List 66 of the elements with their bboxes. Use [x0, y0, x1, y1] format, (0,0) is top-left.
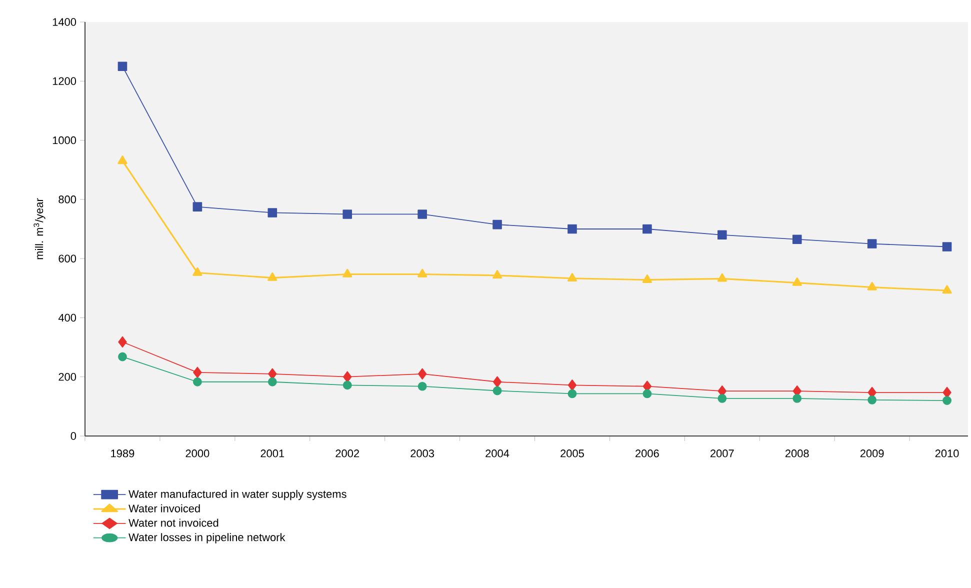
x-tick-label: 2001 [260, 450, 284, 458]
point [867, 282, 877, 290]
x-tick-label: 2010 [935, 450, 959, 458]
y-tick-label: 400 [58, 314, 76, 322]
x-tick-label: 2006 [636, 450, 659, 458]
legend-label: Water losses in pipeline network [128, 533, 286, 544]
x-tick-label: 2007 [710, 450, 734, 458]
x-tick-label: 2004 [486, 450, 510, 458]
point [492, 270, 502, 279]
point [942, 285, 952, 294]
point [193, 366, 202, 378]
point [418, 368, 427, 380]
point [868, 395, 877, 404]
y-tick-label: 1200 [52, 77, 76, 86]
legend-label: Water not invoiced [128, 518, 218, 527]
point [642, 389, 652, 398]
point [942, 396, 952, 405]
point [568, 389, 577, 398]
point [792, 277, 802, 286]
y-tick-label: 200 [58, 372, 76, 381]
point [792, 234, 802, 244]
point [718, 394, 727, 403]
point [792, 394, 802, 403]
x-tick-label: 2008 [785, 450, 809, 458]
y-tick-label: 800 [58, 196, 76, 204]
x-tick-label: 1989 [111, 450, 134, 458]
point [192, 202, 202, 212]
point [418, 210, 427, 219]
y-axis-title: mill. m$^{3}$/year [34, 198, 46, 260]
point [867, 239, 877, 248]
point [492, 376, 502, 388]
point [718, 230, 727, 240]
y-tick-label: 600 [58, 254, 76, 262]
point [118, 352, 127, 362]
point [418, 268, 428, 278]
point [342, 210, 352, 219]
x-tick-label: 2005 [560, 450, 584, 458]
point [642, 224, 652, 234]
x-tick-label: 2003 [410, 450, 434, 458]
point [342, 380, 352, 390]
point [642, 274, 652, 283]
point [492, 220, 502, 230]
point [342, 268, 352, 278]
point [942, 242, 952, 252]
x-tick-label: 2002 [336, 450, 359, 458]
x-tick-label: 2009 [860, 450, 884, 458]
legend-label: Water manufactured in water supply systems [128, 490, 346, 500]
point [418, 382, 427, 391]
point [268, 272, 278, 281]
point [118, 336, 127, 348]
point [118, 62, 128, 71]
point [567, 272, 578, 282]
point [192, 267, 202, 276]
point [118, 156, 128, 164]
point [192, 377, 202, 386]
y-tick-label: 1400 [52, 18, 76, 26]
y-tick-label: 1000 [52, 136, 76, 144]
point [568, 224, 577, 234]
point [268, 377, 277, 386]
point [268, 208, 278, 218]
point [492, 386, 502, 396]
x-tick-label: 2000 [186, 450, 210, 458]
point [717, 273, 727, 282]
point [568, 379, 577, 391]
legend-label: Water invoiced [128, 504, 200, 512]
y-tick-label: 0 [70, 432, 76, 440]
